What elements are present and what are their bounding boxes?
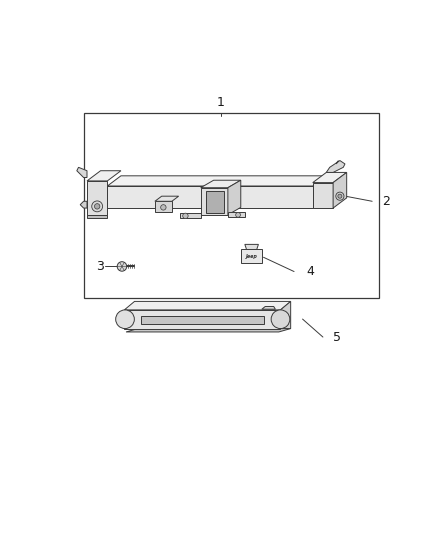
Circle shape bbox=[183, 213, 188, 219]
Polygon shape bbox=[201, 180, 241, 188]
Text: 2: 2 bbox=[382, 195, 390, 208]
Polygon shape bbox=[107, 176, 326, 186]
Polygon shape bbox=[228, 180, 241, 215]
Polygon shape bbox=[313, 172, 346, 183]
Polygon shape bbox=[124, 310, 280, 328]
Text: 3: 3 bbox=[96, 260, 104, 273]
Circle shape bbox=[95, 204, 100, 209]
Polygon shape bbox=[126, 328, 291, 332]
Polygon shape bbox=[87, 181, 107, 215]
Polygon shape bbox=[245, 245, 258, 249]
Polygon shape bbox=[262, 306, 276, 309]
Circle shape bbox=[236, 213, 240, 217]
Polygon shape bbox=[241, 249, 262, 263]
Bar bbox=[84, 113, 379, 298]
Polygon shape bbox=[107, 186, 313, 208]
Text: 1: 1 bbox=[217, 95, 225, 109]
Circle shape bbox=[271, 310, 290, 328]
Polygon shape bbox=[201, 188, 228, 215]
Polygon shape bbox=[228, 212, 245, 217]
Circle shape bbox=[116, 310, 134, 328]
Circle shape bbox=[336, 192, 344, 200]
Circle shape bbox=[338, 194, 342, 198]
Circle shape bbox=[117, 262, 127, 271]
Polygon shape bbox=[87, 171, 121, 181]
Polygon shape bbox=[326, 160, 345, 172]
Polygon shape bbox=[280, 302, 291, 328]
Polygon shape bbox=[141, 316, 264, 325]
Text: 4: 4 bbox=[306, 265, 314, 278]
Polygon shape bbox=[313, 183, 333, 208]
Text: Jeep: Jeep bbox=[246, 254, 258, 259]
Polygon shape bbox=[155, 201, 172, 212]
Polygon shape bbox=[124, 302, 291, 310]
Polygon shape bbox=[333, 172, 346, 208]
Polygon shape bbox=[180, 213, 201, 218]
Polygon shape bbox=[206, 191, 224, 213]
Circle shape bbox=[161, 205, 166, 210]
Polygon shape bbox=[80, 201, 87, 208]
Text: 5: 5 bbox=[333, 330, 341, 344]
Polygon shape bbox=[87, 215, 107, 218]
Polygon shape bbox=[155, 196, 179, 201]
Circle shape bbox=[92, 201, 102, 212]
Polygon shape bbox=[77, 167, 87, 177]
